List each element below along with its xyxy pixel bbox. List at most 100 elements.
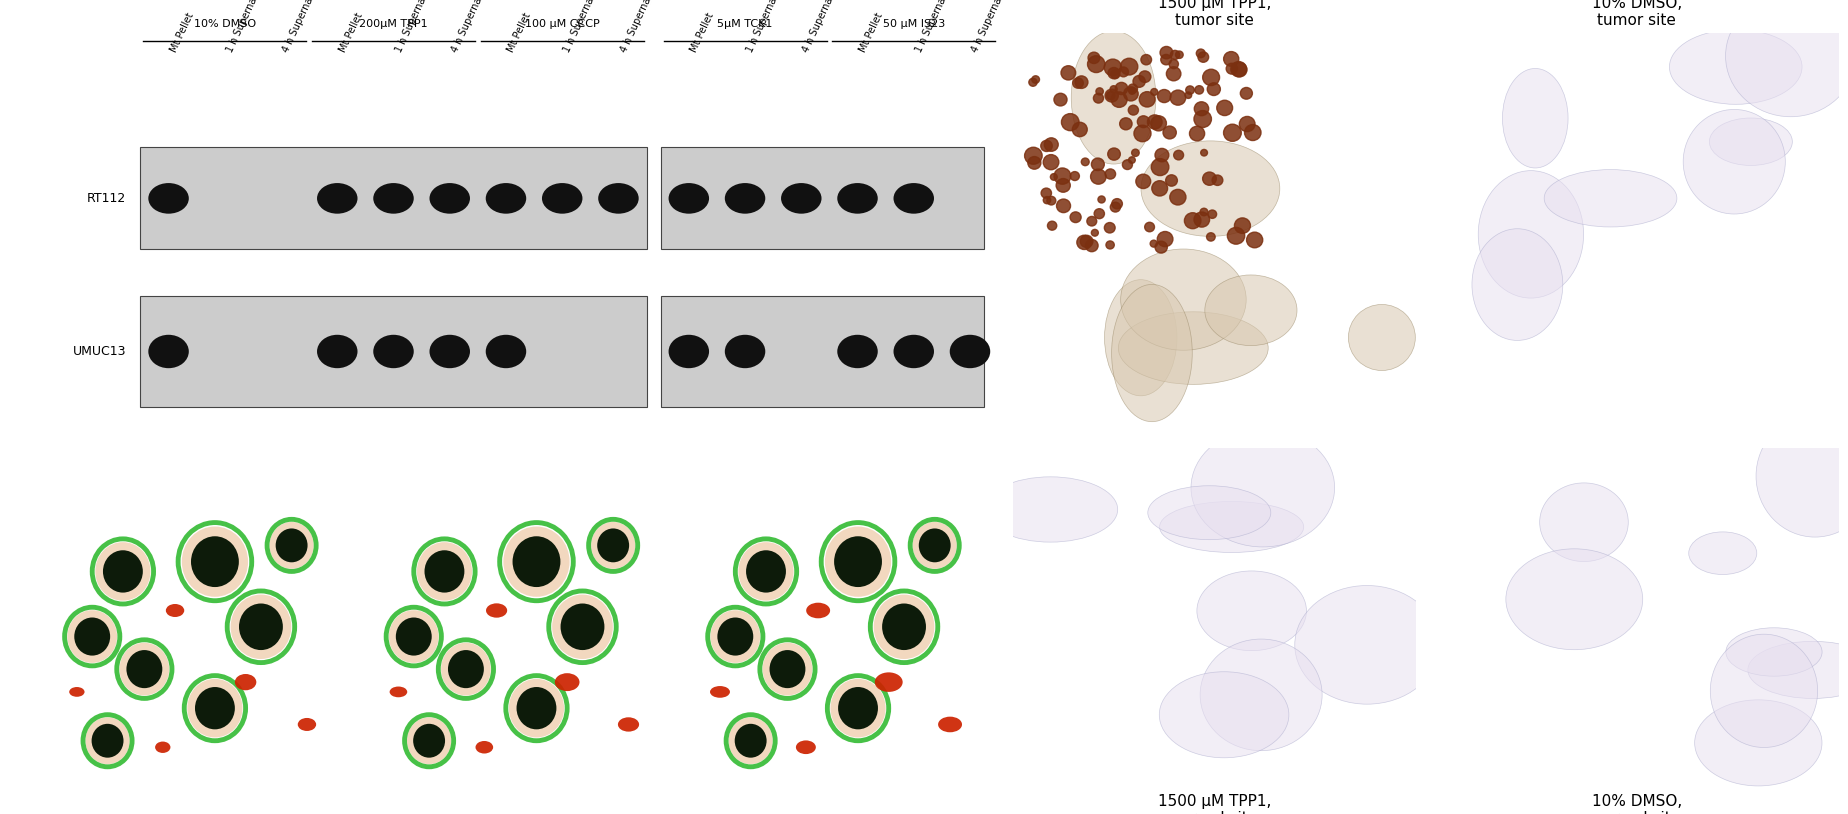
- Circle shape: [1203, 172, 1216, 186]
- Circle shape: [1170, 50, 1179, 59]
- Text: 100 μM CCCP: 100 μM CCCP: [525, 19, 599, 29]
- Text: 1500 μM TPP1,
normal site: 1500 μM TPP1, normal site: [1159, 794, 1271, 814]
- Circle shape: [1170, 59, 1179, 68]
- Circle shape: [1072, 78, 1083, 88]
- Circle shape: [1170, 190, 1186, 205]
- Circle shape: [1227, 63, 1238, 74]
- Circle shape: [1148, 115, 1162, 129]
- Ellipse shape: [1198, 571, 1307, 650]
- Ellipse shape: [235, 674, 257, 690]
- Circle shape: [1092, 230, 1098, 236]
- Circle shape: [1185, 212, 1201, 229]
- Circle shape: [1234, 218, 1251, 234]
- Circle shape: [1231, 62, 1247, 77]
- Circle shape: [1044, 196, 1052, 204]
- Ellipse shape: [1159, 501, 1303, 553]
- Circle shape: [1107, 148, 1120, 160]
- Circle shape: [1118, 67, 1129, 77]
- Ellipse shape: [1473, 229, 1563, 340]
- Text: 50 μM IS23: 50 μM IS23: [883, 19, 944, 29]
- Circle shape: [717, 618, 754, 655]
- Ellipse shape: [617, 717, 639, 732]
- Ellipse shape: [1118, 312, 1268, 384]
- Circle shape: [918, 528, 950, 562]
- Ellipse shape: [486, 603, 506, 618]
- Text: 4 h Supernatant: 4 h Supernatant: [802, 0, 845, 54]
- Ellipse shape: [669, 335, 710, 368]
- Text: 4 h Supernatant: 4 h Supernatant: [281, 0, 323, 54]
- Circle shape: [1109, 68, 1120, 79]
- Ellipse shape: [796, 741, 815, 754]
- Ellipse shape: [724, 335, 765, 368]
- Circle shape: [1040, 188, 1052, 198]
- Text: 10% DMSO,
normal site: 10% DMSO, normal site: [1591, 794, 1682, 814]
- Circle shape: [1111, 70, 1120, 79]
- Circle shape: [512, 536, 560, 587]
- Circle shape: [1105, 59, 1122, 76]
- Circle shape: [1057, 178, 1070, 192]
- Circle shape: [196, 687, 235, 729]
- Circle shape: [1170, 90, 1186, 105]
- Circle shape: [736, 724, 767, 758]
- Circle shape: [1138, 92, 1155, 107]
- Circle shape: [830, 679, 885, 737]
- Circle shape: [1140, 55, 1151, 65]
- Circle shape: [1061, 114, 1079, 131]
- Circle shape: [1070, 172, 1079, 181]
- Circle shape: [1129, 105, 1138, 115]
- Circle shape: [1155, 148, 1168, 162]
- FancyBboxPatch shape: [662, 147, 983, 249]
- Ellipse shape: [554, 673, 580, 691]
- Circle shape: [1212, 175, 1223, 186]
- Circle shape: [1173, 151, 1183, 160]
- Circle shape: [503, 527, 569, 597]
- Circle shape: [92, 724, 124, 758]
- Circle shape: [728, 717, 772, 764]
- Text: 1 h Supernatant: 1 h Supernatant: [913, 0, 957, 54]
- Ellipse shape: [1695, 700, 1822, 786]
- Circle shape: [1105, 222, 1114, 233]
- FancyBboxPatch shape: [140, 147, 647, 249]
- Ellipse shape: [1669, 29, 1802, 104]
- Text: B. TPP1-1h: B. TPP1-1h: [55, 490, 133, 503]
- Circle shape: [1216, 100, 1233, 116]
- Ellipse shape: [155, 742, 170, 753]
- Circle shape: [67, 610, 116, 663]
- Ellipse shape: [318, 335, 357, 368]
- Ellipse shape: [1295, 585, 1440, 704]
- Ellipse shape: [874, 672, 902, 692]
- Circle shape: [597, 528, 628, 562]
- Ellipse shape: [1159, 672, 1288, 758]
- Circle shape: [824, 527, 891, 597]
- Circle shape: [1072, 122, 1087, 137]
- Ellipse shape: [1112, 284, 1192, 422]
- Circle shape: [1098, 196, 1105, 203]
- Circle shape: [74, 618, 111, 655]
- Circle shape: [1122, 160, 1133, 169]
- Circle shape: [1227, 227, 1246, 244]
- Circle shape: [187, 679, 242, 737]
- Circle shape: [1131, 149, 1138, 156]
- Circle shape: [1162, 126, 1177, 139]
- Circle shape: [1207, 233, 1216, 241]
- Ellipse shape: [166, 604, 185, 617]
- Text: 5μM TCK1: 5μM TCK1: [717, 19, 772, 29]
- Ellipse shape: [68, 687, 85, 697]
- Circle shape: [1111, 85, 1118, 93]
- Ellipse shape: [1478, 171, 1584, 298]
- Text: C. TPP1-2h: C. TPP1-2h: [377, 490, 453, 503]
- Circle shape: [1185, 92, 1192, 98]
- Text: 1500 μM TPP1,
tumor site: 1500 μM TPP1, tumor site: [1159, 0, 1271, 28]
- Circle shape: [1053, 168, 1070, 184]
- Circle shape: [1090, 169, 1107, 184]
- Circle shape: [1151, 181, 1168, 196]
- Circle shape: [739, 542, 793, 601]
- Circle shape: [1031, 76, 1039, 83]
- Circle shape: [1096, 88, 1103, 95]
- Circle shape: [1077, 235, 1092, 250]
- Circle shape: [1244, 125, 1260, 141]
- Text: 4 h Supernatant: 4 h Supernatant: [449, 0, 492, 54]
- Circle shape: [1044, 138, 1059, 151]
- Circle shape: [747, 550, 785, 593]
- Circle shape: [1194, 102, 1209, 116]
